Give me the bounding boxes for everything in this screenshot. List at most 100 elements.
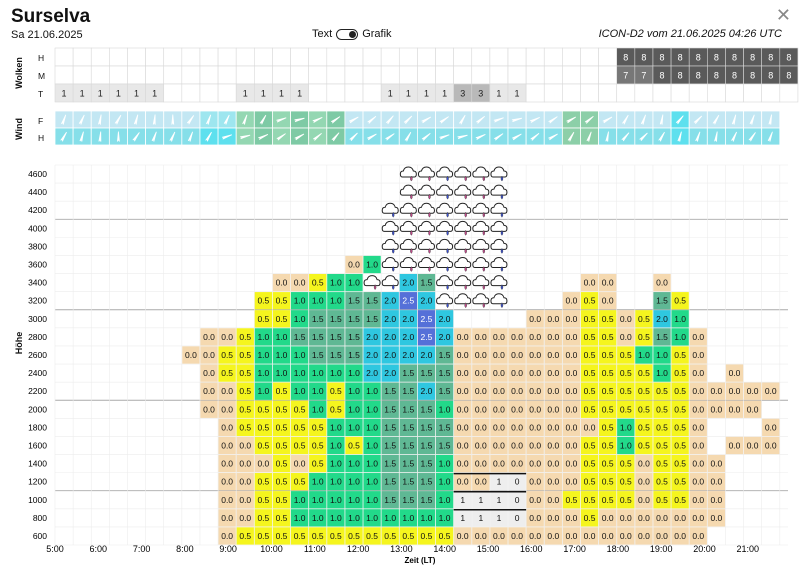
thermik-cell [490,418,508,437]
thermik-cell-value: 0.0 [566,531,578,541]
cloud-cell [398,47,418,67]
wind-arrow-icon [584,115,594,124]
thermik-cell [508,473,526,491]
thermik-cell-value: 1.5 [330,332,342,342]
thermik-cell [544,310,562,328]
cloud-cell-value: 1 [388,89,393,99]
cloud-cell [580,83,599,103]
thermik-cell-value: 0.5 [638,332,650,342]
thermik-cell [327,436,345,455]
thermik-cell [327,273,345,292]
thermik-cell [345,400,363,418]
cloud-cell-value: 1 [80,89,85,99]
wind-arrow-icon [276,133,286,141]
thermik-cell-value: 2.0 [366,350,378,360]
thermik-cell-value: 0.0 [692,332,704,342]
wind-arrow-icon [151,131,157,142]
thermik-cell-value: 0.0 [602,296,614,306]
thermik-cell [490,328,508,346]
thermik-cell [472,382,490,400]
thermik-cell-value: 1.5 [439,440,451,450]
cloud-cell [145,65,165,85]
thermik-cell [454,491,472,509]
cloud-cell [725,83,744,103]
thermik-cell [580,473,599,491]
thermik-cell [599,473,617,491]
thermik-cell-value: 0.5 [294,422,306,432]
thermik-cell [707,382,726,400]
thermik-cell [272,527,291,545]
thermik-cell-value: 2.0 [421,296,433,306]
cloud-cell-value: 8 [732,53,737,63]
thermik-cell [635,364,653,382]
thermik-cell [653,310,671,328]
thermik-cell-value: 0.0 [457,350,469,360]
thermik-cell [689,491,707,509]
thermik-cell [417,418,436,437]
thermik-cell-value: 0.0 [457,404,469,414]
thermik-cell [435,364,454,382]
thermik-cell [508,328,526,346]
rain-cloud-icon [472,275,490,290]
thermik-cell-value: 1.5 [421,368,433,378]
thermik-cell [653,273,671,292]
thermik-cell-value: 2.0 [384,314,396,324]
thermik-cell-value: 0.0 [203,332,215,342]
thermik-cell-value: 0.0 [511,350,523,360]
cloud-cell-value: 8 [750,53,755,63]
x-tick-label: 13:00 [390,544,413,554]
thermik-cell [599,364,617,382]
thermik-cell [236,509,254,527]
thermik-cell [218,382,236,400]
thermik-cell-value: 0.0 [710,386,722,396]
thermik-cell [454,328,472,346]
thermik-cell-value: 0.0 [566,459,578,469]
thermik-cell [417,328,436,346]
thermik-cell-value: 0.0 [475,440,487,450]
thermik-cell-value: 0.5 [257,422,269,432]
thermik-cell [363,473,381,491]
view-toggle[interactable]: Text Grafik [312,28,392,40]
thermik-cell [743,400,762,418]
thermik-cell-value: 1.5 [421,422,433,432]
thermik-cell-value: 0.5 [330,404,342,414]
thermik-cell-value: 0.0 [239,513,251,523]
thermik-cell [689,527,707,545]
thermik-cell [417,491,436,509]
thermik-cell-value: 0.5 [239,531,251,541]
thermik-cell [254,509,273,527]
thermik-cell-value: 0.5 [276,422,288,432]
thermik-cell [399,509,417,527]
wind-arrow-icon [622,114,629,125]
thermik-cell-value: 0.5 [584,314,596,324]
thermik-cell [254,292,273,310]
thermik-cell [254,454,273,473]
thermik-cell [236,400,254,418]
thermik-cell [454,418,472,437]
cloud-cell [326,65,346,85]
thermik-cell [526,400,544,418]
thermik-cell-value: 0.5 [674,386,686,396]
cloud-cell [344,47,364,67]
thermik-cell-value: 0.5 [312,422,324,432]
thermik-cell-value: 2.0 [656,314,668,324]
thermik-cell-value: 0.0 [710,404,722,414]
close-icon[interactable]: ✕ [775,5,791,25]
thermik-cell-value: 0.5 [276,440,288,450]
thermik-cell [435,473,454,491]
thermik-cell [200,364,218,382]
cloud-cell [344,65,364,85]
thermik-cell-value: 0.0 [692,368,704,378]
thermik-cell [580,527,599,545]
thermik-cell [671,328,689,346]
toggle-switch[interactable] [336,28,359,40]
rain-cloud-icon [490,238,508,254]
thermik-cell [363,400,381,418]
thermik-cell [671,382,689,400]
thermik-cell-value: 1.0 [330,278,342,288]
wind-arrow-icon [367,115,377,124]
thermik-cell [309,310,327,328]
thermik-cell-value: 1.0 [674,314,686,324]
thermik-cell-value: 2.0 [421,386,433,396]
thermik-cell [381,491,399,509]
